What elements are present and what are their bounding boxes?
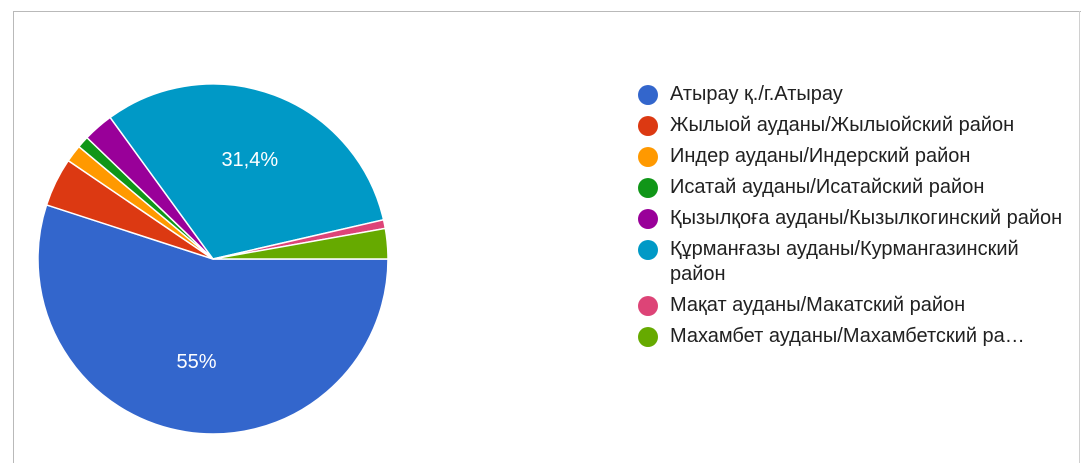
legend-label: Құрманғазы ауданы/Курмангазинский район	[670, 238, 1019, 285]
legend-marker	[638, 85, 658, 105]
legend-marker	[638, 296, 658, 316]
legend-label: Қызылқоға ауданы/Кызылкогинский район	[670, 207, 1063, 229]
legend-item[interactable]: Мақат ауданы/Макатский район	[638, 293, 1078, 318]
pie-slice[interactable]	[109, 83, 385, 260]
pie-slice[interactable]	[212, 227, 389, 260]
legend-label: Махамбет ауданы/Махамбетский ра…	[670, 325, 1025, 347]
legend-marker	[638, 147, 658, 167]
legend-item[interactable]: Құрманғазы ауданы/Курмангазинский район	[638, 237, 1078, 287]
legend-item[interactable]: Атырау қ./г.Атырау	[638, 82, 1078, 107]
legend-marker	[638, 116, 658, 136]
legend-item[interactable]: Қызылқоға ауданы/Кызылкогинский район	[638, 206, 1078, 231]
frame-edge	[1079, 11, 1080, 463]
pie-slice[interactable]	[37, 203, 389, 435]
legend-item[interactable]: Жылыой ауданы/Жылыойский район	[638, 113, 1078, 138]
legend-marker	[638, 178, 658, 198]
legend-marker	[638, 209, 658, 229]
pie-chart: 55% 31,4%	[37, 83, 389, 435]
legend-label: Индер ауданы/Индерский район	[670, 145, 971, 167]
slice-data-label: 55%	[177, 351, 217, 373]
legend-item[interactable]: Исатай ауданы/Исатайский район	[638, 175, 1078, 200]
legend-label: Мақат ауданы/Макатский район	[670, 294, 966, 316]
legend-item[interactable]: Махамбет ауданы/Махамбетский ра…	[638, 324, 1078, 349]
slice-data-label: 31,4%	[221, 149, 278, 171]
legend: Атырау қ./г.Атырау Жылыой ауданы/Жылыойс…	[638, 82, 1078, 355]
legend-label: Жылыой ауданы/Жылыойский район	[670, 114, 1015, 136]
legend-item[interactable]: Индер ауданы/Индерский район	[638, 144, 1078, 169]
legend-marker	[638, 327, 658, 347]
legend-label: Атырау қ./г.Атырау	[670, 83, 843, 105]
legend-marker	[638, 240, 658, 260]
legend-label: Исатай ауданы/Исатайский район	[670, 176, 985, 198]
